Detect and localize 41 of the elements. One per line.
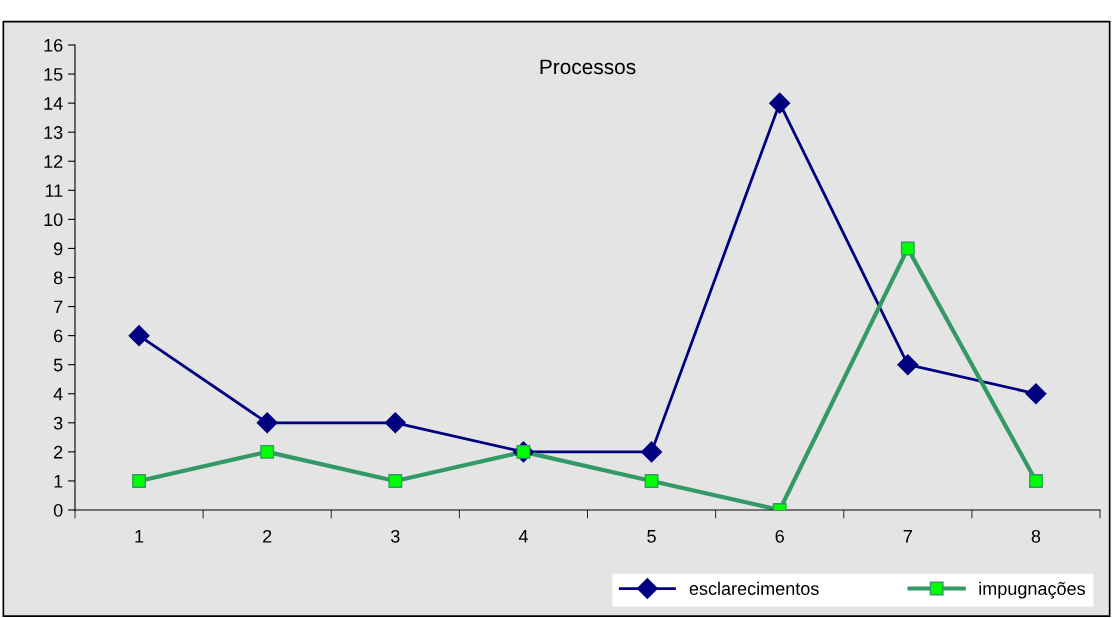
y-tick-label: 8	[53, 271, 63, 285]
y-tick-label: 4	[53, 387, 63, 401]
point	[769, 92, 791, 114]
text: Processos	[540, 59, 636, 75]
y-tick-label: 3	[53, 416, 63, 430]
legend-label: esclarecimentos	[689, 581, 819, 596]
y-tick-label: 13	[44, 126, 63, 139]
y-tick-label: 11	[45, 184, 63, 197]
point	[1025, 383, 1047, 405]
y-tick-label: 6	[54, 329, 63, 343]
y-tick-label: 12	[44, 155, 63, 168]
point	[384, 412, 406, 434]
point	[1028, 473, 1043, 488]
x-tick-label: 1	[135, 530, 144, 543]
x-tick-label: 8	[1031, 529, 1041, 543]
y-tick-label: 16	[44, 38, 63, 52]
x-tick-label: 2	[263, 529, 272, 543]
x-tick-label: 6	[775, 529, 784, 543]
point	[388, 473, 403, 488]
y-tick-label: 14	[44, 97, 63, 110]
point	[641, 441, 663, 463]
point	[644, 473, 659, 488]
y-tick-label: 1	[54, 475, 63, 488]
y-tick-label: 9	[54, 242, 63, 256]
point	[132, 473, 147, 488]
y-tick-label: 10	[44, 213, 63, 227]
y-tick-label: 7	[54, 300, 63, 314]
x-tick-label: 7	[903, 530, 912, 543]
point	[900, 241, 915, 256]
point	[128, 325, 150, 347]
y-tick-label: 5	[53, 358, 63, 372]
y-tick-label: 0	[53, 503, 63, 517]
y-tick-label: 2	[54, 445, 63, 459]
x-tick-label: 5	[647, 530, 656, 543]
point	[260, 444, 275, 459]
y-tick-label: 15	[44, 68, 63, 81]
point	[897, 354, 919, 376]
point	[256, 412, 278, 434]
legend-label: impugnações	[979, 581, 1085, 599]
x-tick-label: 3	[390, 529, 400, 543]
x-tick-label: 4	[518, 530, 528, 543]
